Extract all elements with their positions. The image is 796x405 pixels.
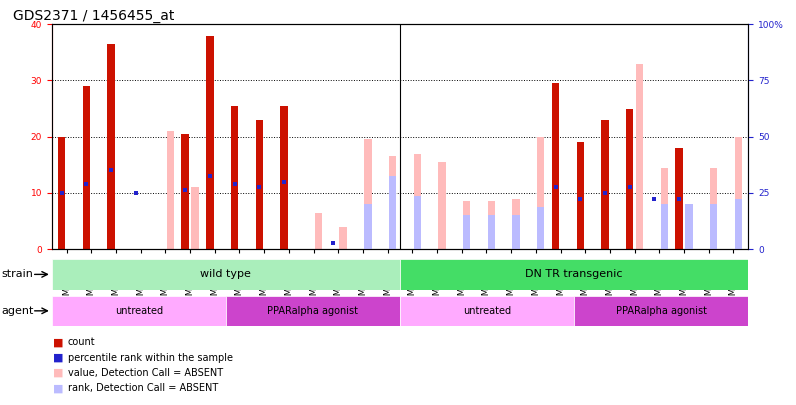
Bar <box>685 204 693 249</box>
Bar <box>414 196 421 249</box>
Bar <box>488 201 495 249</box>
Text: agent: agent <box>2 306 34 316</box>
Bar <box>463 215 470 249</box>
Bar <box>710 204 717 249</box>
Bar <box>735 198 742 249</box>
Bar <box>365 204 372 249</box>
Text: percentile rank within the sample: percentile rank within the sample <box>68 353 232 362</box>
Bar <box>675 148 683 249</box>
Bar <box>626 109 634 249</box>
Bar <box>231 106 238 249</box>
Bar <box>52 296 226 326</box>
Bar <box>574 296 748 326</box>
Bar <box>537 136 544 249</box>
Bar <box>735 136 742 249</box>
Bar <box>314 213 322 249</box>
Text: value, Detection Call = ABSENT: value, Detection Call = ABSENT <box>68 368 223 378</box>
Bar <box>576 142 584 249</box>
Bar <box>661 204 668 249</box>
Bar <box>513 198 520 249</box>
Bar <box>661 168 668 249</box>
Bar <box>601 120 609 249</box>
Bar <box>389 156 396 249</box>
Text: ■: ■ <box>53 337 64 347</box>
Bar <box>166 131 174 249</box>
Bar <box>513 215 520 249</box>
Text: rank, Detection Call = ABSENT: rank, Detection Call = ABSENT <box>68 384 218 393</box>
Bar <box>488 215 495 249</box>
Bar <box>339 226 347 249</box>
Bar <box>206 36 213 249</box>
Text: ■: ■ <box>53 353 64 362</box>
Bar <box>400 296 574 326</box>
Bar <box>107 44 115 249</box>
Bar <box>710 168 717 249</box>
Text: untreated: untreated <box>115 306 163 316</box>
Bar <box>256 120 263 249</box>
Bar <box>414 153 421 249</box>
Bar <box>52 259 400 290</box>
Text: GDS2371 / 1456455_at: GDS2371 / 1456455_at <box>14 9 175 23</box>
Bar <box>389 176 396 249</box>
Text: wild type: wild type <box>201 269 252 279</box>
Bar <box>181 134 189 249</box>
Bar <box>537 207 544 249</box>
Text: strain: strain <box>2 269 33 279</box>
Bar <box>636 64 643 249</box>
Bar <box>191 187 199 249</box>
Text: PPARalpha agonist: PPARalpha agonist <box>615 306 707 316</box>
Bar <box>226 296 400 326</box>
Text: PPARalpha agonist: PPARalpha agonist <box>267 306 358 316</box>
Bar <box>58 136 65 249</box>
Text: DN TR transgenic: DN TR transgenic <box>525 269 622 279</box>
Bar <box>280 106 287 249</box>
Bar <box>439 162 446 249</box>
Text: count: count <box>68 337 96 347</box>
Bar <box>463 201 470 249</box>
Text: ■: ■ <box>53 368 64 378</box>
Text: untreated: untreated <box>463 306 511 316</box>
Bar <box>365 139 372 249</box>
Text: ■: ■ <box>53 384 64 393</box>
Bar <box>400 259 748 290</box>
Bar <box>83 86 90 249</box>
Bar <box>552 83 560 249</box>
